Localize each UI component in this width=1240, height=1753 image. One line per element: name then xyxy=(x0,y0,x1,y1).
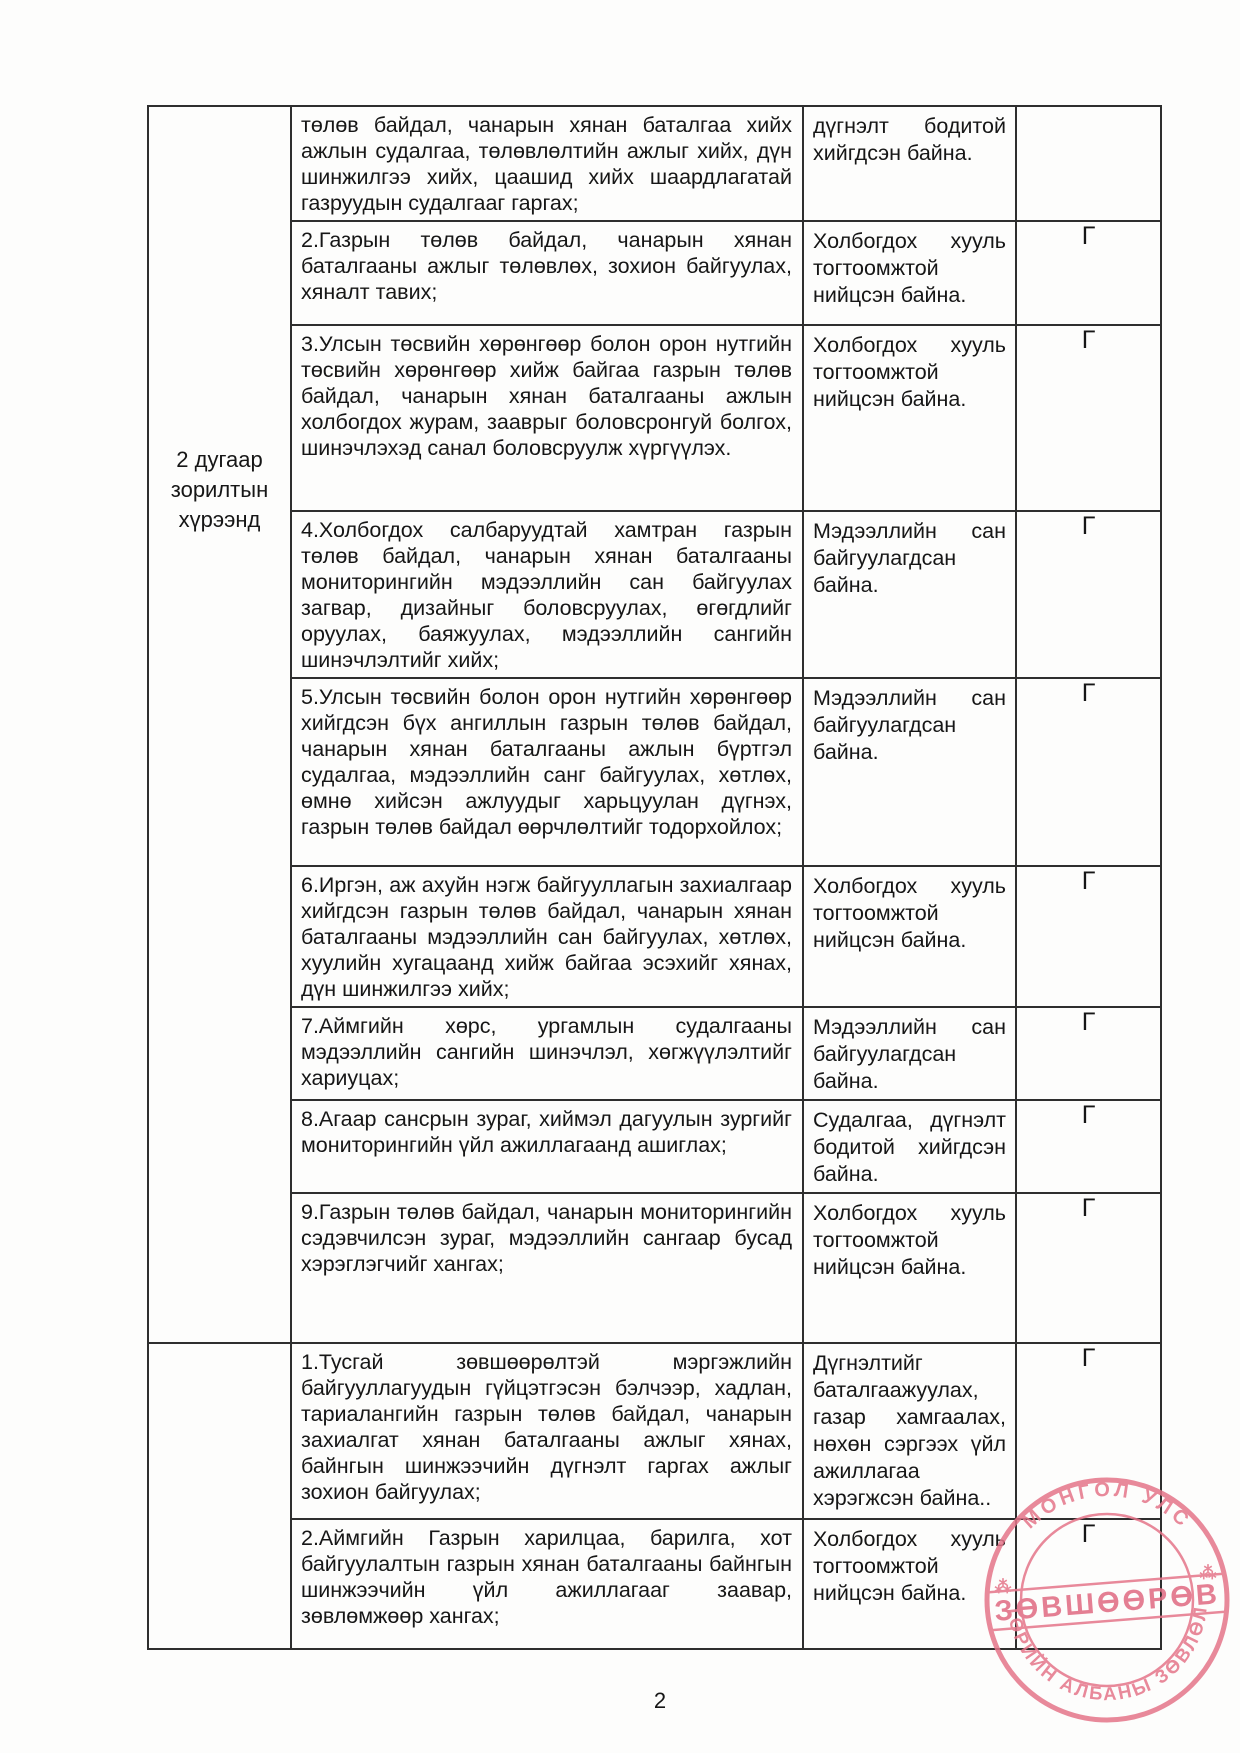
grade-cell: Г xyxy=(1015,1006,1162,1101)
table-row: 3.Улсын төсвийн хөрөнгөөр болон орон нут… xyxy=(148,324,1162,512)
assessment-table: 2 дугаар зорилтын хүрээнд төлөв байдал, … xyxy=(147,105,1162,1650)
result-cell: Холбогдох хууль тогтоомжтой нийцсэн байн… xyxy=(802,220,1017,326)
result-cell: дүгнэлт бодитой хийгдсэн байна. xyxy=(802,105,1017,222)
grade-cell: Г xyxy=(1015,1342,1162,1520)
task-cell: 3.Улсын төсвийн хөрөнгөөр болон орон нут… xyxy=(290,324,804,512)
grade-cell: Г xyxy=(1015,865,1162,1008)
task-cell: 4.Холбогдох салбаруудтай хамтран газрын … xyxy=(290,510,804,679)
grade-cell: Г xyxy=(1015,510,1162,679)
grade-cell: Г xyxy=(1015,677,1162,867)
section-label-cell: 2 дугаар зорилтын хүрээнд xyxy=(147,105,292,1344)
result-cell: Мэдээллийн сан байгуулагдсан байна. xyxy=(802,510,1017,679)
grade-cell: Г xyxy=(1015,1099,1162,1194)
grade-cell: Г xyxy=(1015,1518,1162,1650)
result-cell: Холбогдох хууль тогтоомжтой нийцсэн байн… xyxy=(802,1192,1017,1344)
table-row: 4.Холбогдох салбаруудтай хамтран газрын … xyxy=(148,510,1162,679)
grade-cell: Г xyxy=(1015,1192,1162,1344)
page-number: 2 xyxy=(653,1688,667,1713)
table-row: 6.Иргэн, аж ахуйн нэгж байгууллагын захи… xyxy=(148,865,1162,1008)
result-cell: Холбогдох хууль тогтоомжтой нийцсэн байн… xyxy=(802,324,1017,512)
task-cell: 6.Иргэн, аж ахуйн нэгж байгууллагын захи… xyxy=(290,865,804,1008)
table-row: 5.Улсын төсвийн болон орон нутгийн хөрөн… xyxy=(148,677,1162,867)
grade-cell xyxy=(1015,105,1162,222)
table-row: 2 дугаар зорилтын хүрээнд төлөв байдал, … xyxy=(147,105,1162,1344)
result-cell: Судалгаа, дүгнэлт бодитой хийгдсэн байна… xyxy=(802,1099,1017,1194)
result-cell: Мэдээллийн сан байгуулагдсан байна. xyxy=(802,677,1017,867)
task-cell: 2.Газрын төлөв байдал, чанарын хянан бат… xyxy=(290,220,804,326)
task-cell: 7.Аймгийн хөрс, ургамлын судалгааны мэдэ… xyxy=(290,1006,804,1101)
task-cell: 2.Аймгийн Газрын харилцаа, барилга, хот … xyxy=(290,1518,804,1650)
grade-cell: Г xyxy=(1015,324,1162,512)
table-row: 9.Газрын төлөв байдал, чанарын мониторин… xyxy=(148,1192,1162,1344)
table-row: 2.Аймгийн Газрын харилцаа, барилга, хот … xyxy=(148,1518,1162,1650)
task-cell: 5.Улсын төсвийн болон орон нутгийн хөрөн… xyxy=(290,677,804,867)
result-cell: Дүгнэлтийг баталгаажуулах, газар хамгаал… xyxy=(802,1342,1017,1520)
task-cell: 8.Агаар сансрын зураг, хиймэл дагуулын з… xyxy=(290,1099,804,1194)
section-label: 2 дугаар зорилтын хүрээнд xyxy=(170,447,269,532)
table-row: 7.Аймгийн хөрс, ургамлын судалгааны мэдэ… xyxy=(148,1006,1162,1101)
result-cell: Холбогдох хууль тогтоомжтой нийцсэн байн… xyxy=(802,1518,1017,1650)
task-cell: төлөв байдал, чанарын хянан баталгаа хий… xyxy=(290,105,804,222)
table-row: 8.Агаар сансрын зураг, хиймэл дагуулын з… xyxy=(148,1099,1162,1194)
table-row: 1.Тусгай зөвшөөрөлтэй мэргэжлийн байгуул… xyxy=(147,1342,1162,1650)
result-cell: Мэдээллийн сан байгуулагдсан байна. xyxy=(802,1006,1017,1101)
section-label-cell xyxy=(147,1342,292,1650)
task-cell: 1.Тусгай зөвшөөрөлтэй мэргэжлийн байгуул… xyxy=(290,1342,804,1520)
task-cell: 9.Газрын төлөв байдал, чанарын мониторин… xyxy=(290,1192,804,1344)
table-row: 2.Газрын төлөв байдал, чанарын хянан бат… xyxy=(148,220,1162,326)
grade-cell: Г xyxy=(1015,220,1162,326)
result-cell: Холбогдох хууль тогтоомжтой нийцсэн байн… xyxy=(802,865,1017,1008)
stamp-right-asterism-icon: ⁂ xyxy=(1199,1563,1218,1582)
